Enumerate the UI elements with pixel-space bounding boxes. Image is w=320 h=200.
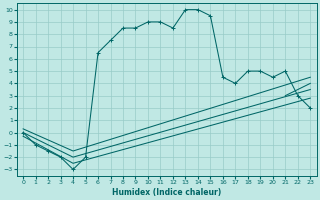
X-axis label: Humidex (Indice chaleur): Humidex (Indice chaleur) [112,188,221,197]
